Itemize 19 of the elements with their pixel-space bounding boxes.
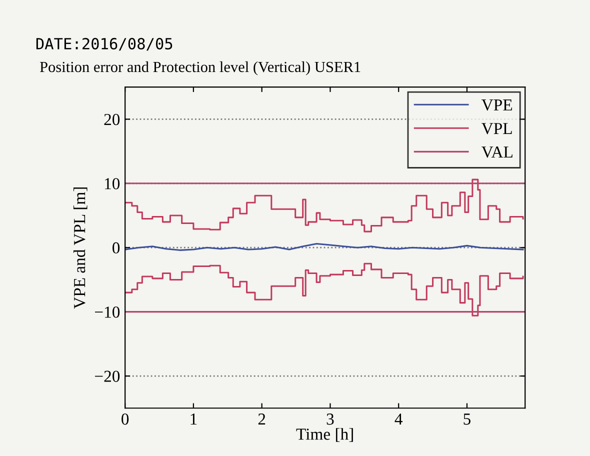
chart-title: Position error and Protection level (Vertical) USER1 <box>40 61 360 76</box>
legend-label: VPE <box>482 100 512 111</box>
x-tick-label: 3 <box>326 414 334 425</box>
x-tick-label: 0 <box>122 413 129 425</box>
y-tick-label: 0 <box>112 242 120 254</box>
y-tick-label: 20 <box>104 114 120 126</box>
legend-label: VAL <box>482 146 512 158</box>
x-axis-title: Time [h] <box>296 428 353 442</box>
text: DATE:2016/08/05 <box>36 38 172 51</box>
y-tick-label: 10 <box>105 178 120 190</box>
line-series <box>125 242 524 251</box>
x-tick-label: 2 <box>258 414 266 425</box>
y-tick-label: −20 <box>94 370 120 382</box>
y-tick-label: −10 <box>94 306 120 318</box>
x-tick-label: 4 <box>394 414 403 425</box>
x-tick-label: 5 <box>464 414 470 425</box>
y-axis-title: VPE and VPL [m] <box>73 188 88 309</box>
x-tick-label: 1 <box>190 414 197 425</box>
legend-label: VPL <box>482 123 512 134</box>
